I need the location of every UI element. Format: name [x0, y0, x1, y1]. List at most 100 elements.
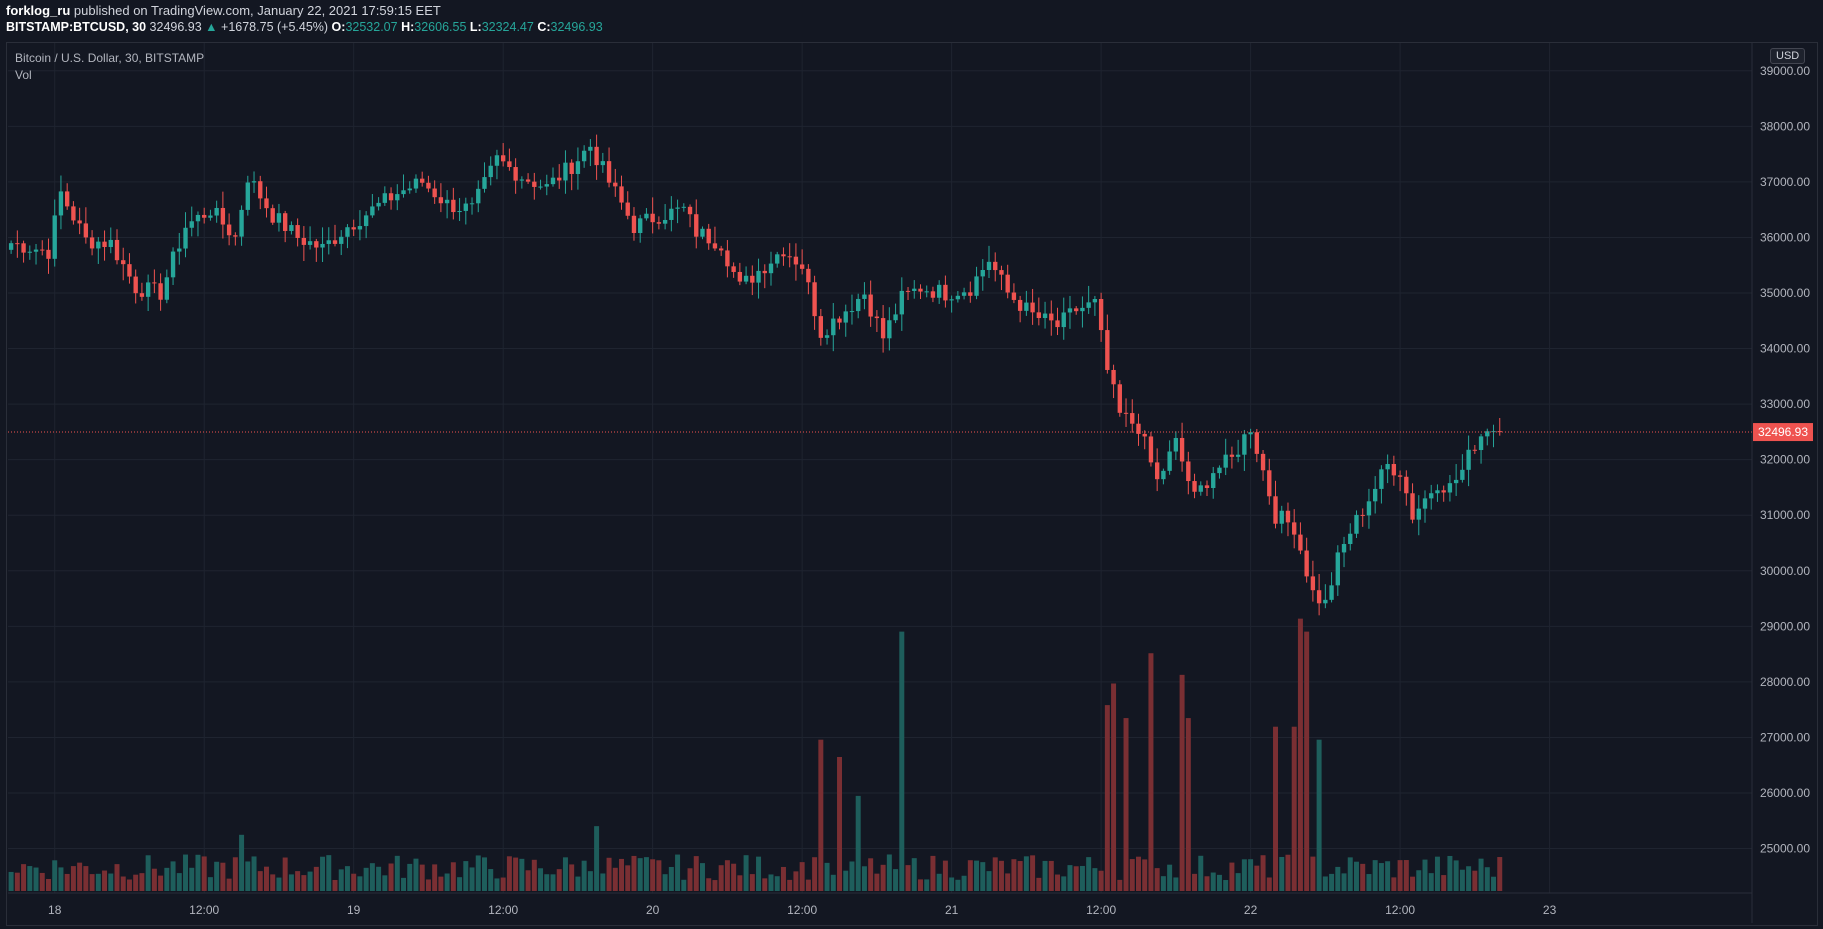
change-value: +1678.75 (+5.45%)	[221, 20, 329, 34]
price-tick-label: 34000.00	[1760, 342, 1810, 356]
volume-bar	[195, 854, 201, 891]
volume-bar	[1291, 726, 1297, 891]
candle-body	[245, 182, 250, 210]
candle-body	[1354, 514, 1359, 534]
candle-body	[1379, 469, 1384, 489]
candle-body	[1422, 498, 1428, 509]
candle-body	[127, 264, 132, 277]
candle-body	[694, 214, 699, 237]
candle-body	[1154, 462, 1160, 480]
last-price: 32496.93	[149, 20, 202, 34]
volume-bar	[1061, 876, 1067, 891]
volume-bar	[1273, 726, 1279, 891]
candle-body	[1142, 433, 1147, 437]
candle-body	[1429, 493, 1434, 499]
volume-bar	[1322, 876, 1328, 891]
candle-body	[401, 190, 406, 195]
candle-body	[1310, 576, 1316, 591]
candle-body	[170, 251, 176, 278]
volume-bar	[1441, 875, 1447, 891]
volume-bar	[183, 854, 189, 891]
candle-body	[1123, 412, 1129, 414]
candle-body	[1360, 514, 1365, 516]
candle-body	[986, 261, 992, 271]
volume-bar	[239, 834, 245, 891]
volume-bar	[768, 874, 774, 891]
volume-bar	[805, 879, 811, 891]
volume-bar	[967, 860, 973, 891]
candle-body	[58, 191, 64, 216]
volume-legend[interactable]: Vol	[15, 68, 32, 82]
candle-body	[550, 177, 556, 185]
candle-body	[77, 220, 82, 224]
volume-bar	[282, 857, 288, 891]
volume-bar	[475, 855, 481, 891]
volume-bar	[332, 879, 338, 891]
currency-badge[interactable]: USD	[1770, 48, 1806, 64]
candle-body	[1223, 454, 1228, 468]
time-tick-label: 22	[1244, 903, 1258, 917]
volume-bar	[974, 860, 980, 891]
volume-bar	[1316, 739, 1322, 891]
volume-bar	[1260, 855, 1266, 891]
volume-bar	[232, 857, 238, 891]
candle-body	[538, 186, 543, 188]
candle-body	[775, 254, 780, 264]
candle-body	[793, 256, 799, 265]
volume-bar	[562, 857, 568, 891]
author-name[interactable]: forklog_ru	[6, 3, 71, 18]
volume-bar	[849, 861, 855, 891]
candle-body	[638, 218, 643, 233]
volume-bar	[780, 866, 786, 891]
candle-body	[8, 243, 14, 250]
price-tick-label: 30000.00	[1760, 564, 1810, 578]
volume-bar	[158, 875, 164, 891]
candle-body	[662, 219, 668, 224]
volume-bar	[637, 858, 643, 891]
candle-body	[83, 223, 89, 238]
volume-bar	[52, 860, 58, 891]
volume-bar	[1204, 876, 1210, 891]
volume-bar	[1335, 866, 1341, 891]
volume-bar	[1198, 855, 1204, 891]
volume-bar	[1117, 879, 1123, 891]
volume-bar	[14, 872, 20, 891]
candle-body	[71, 206, 76, 221]
volume-bar	[1185, 718, 1191, 891]
candle-body	[1366, 501, 1372, 516]
candle-body	[868, 294, 873, 317]
candle-body	[114, 239, 120, 261]
volume-bar	[1073, 866, 1079, 891]
volume-bar	[1416, 870, 1422, 891]
volume-bar	[1179, 674, 1185, 891]
volume-bar	[1154, 868, 1160, 891]
candle-body	[332, 240, 338, 244]
candle-body	[943, 284, 948, 301]
candle-body	[1235, 454, 1241, 457]
price-tick-label: 27000.00	[1760, 730, 1810, 744]
volume-bar	[33, 867, 39, 891]
volume-bar	[1478, 858, 1484, 891]
candle-body	[363, 215, 369, 227]
open-value: 32532.07	[345, 20, 398, 34]
close-label: C:	[537, 20, 551, 34]
candle-body	[1024, 302, 1029, 311]
candle-body	[1285, 510, 1291, 523]
candle-body	[89, 237, 95, 249]
volume-bar	[1385, 861, 1391, 891]
candle-body	[756, 270, 761, 283]
volume-bar	[1310, 856, 1316, 891]
volume-bar	[631, 855, 637, 891]
volume-bar	[257, 871, 263, 891]
low-label: L:	[469, 20, 482, 34]
price-tick-label: 29000.00	[1760, 619, 1810, 633]
candle-body	[1161, 470, 1166, 480]
candle-body	[1167, 451, 1172, 471]
candle-body	[1341, 544, 1347, 553]
volume-bar	[699, 863, 705, 891]
series-legend[interactable]: Bitcoin / U.S. Dollar, 30, BITSTAMP	[15, 51, 205, 65]
volume-bar	[301, 875, 307, 891]
volume-bar	[506, 856, 512, 891]
volume-bar	[812, 857, 818, 891]
